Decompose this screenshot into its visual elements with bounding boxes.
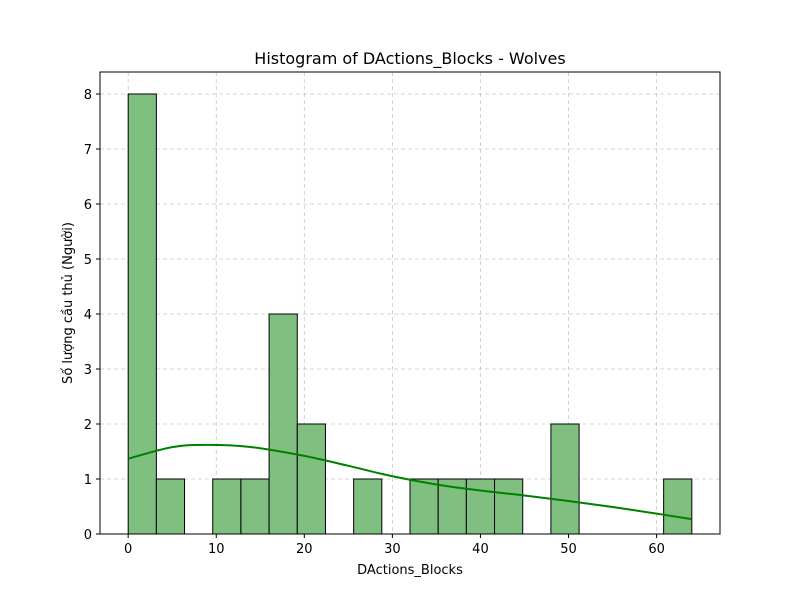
x-axis-ticks: 0 10 20 30 40 50 60 [124,534,665,557]
plot-frame [99,71,721,535]
y-tick-label: 0 [84,528,92,543]
y-tick-label: 1 [84,473,92,488]
histogram-bar [353,478,383,535]
y-tick-label: 4 [84,308,92,323]
x-tick-label: 20 [296,542,313,557]
y-tick-label: 3 [84,363,92,378]
x-tick-label: 50 [560,542,577,557]
histogram-bars [127,93,693,535]
x-tick-label: 10 [208,542,225,557]
kde-curve [127,443,692,521]
histogram-bar [465,478,496,535]
y-tick-label: 2 [84,418,92,433]
y-tick-label: 7 [84,143,92,158]
y-axis-ticks: 0 1 2 3 4 5 6 7 8 [84,88,100,543]
histogram-bar [663,478,693,535]
histogram-bar [212,478,242,535]
x-tick-label: 30 [384,542,401,557]
histogram-bar [155,478,186,535]
y-tick-label: 5 [84,253,92,268]
histogram-bar [550,423,580,535]
histogram-bar [268,313,298,535]
histogram-bar [494,478,524,535]
histogram-bar [127,93,157,535]
x-tick-label: 60 [648,542,665,557]
chart-title: Histogram of DActions_Blocks - Wolves [254,49,565,69]
x-axis-label: DActions_Blocks [357,563,463,578]
kde-curve-group [127,443,692,521]
x-tick-label: 40 [472,542,489,557]
y-tick-label: 8 [84,88,92,103]
histogram-bar [296,423,326,535]
y-tick-label: 6 [84,198,92,213]
histogram-bar [240,478,270,535]
histogram-bar [409,478,439,535]
x-tick-label: 0 [124,542,132,557]
y-axis-label: Số lượng cầu thủ (Người) [61,222,76,384]
